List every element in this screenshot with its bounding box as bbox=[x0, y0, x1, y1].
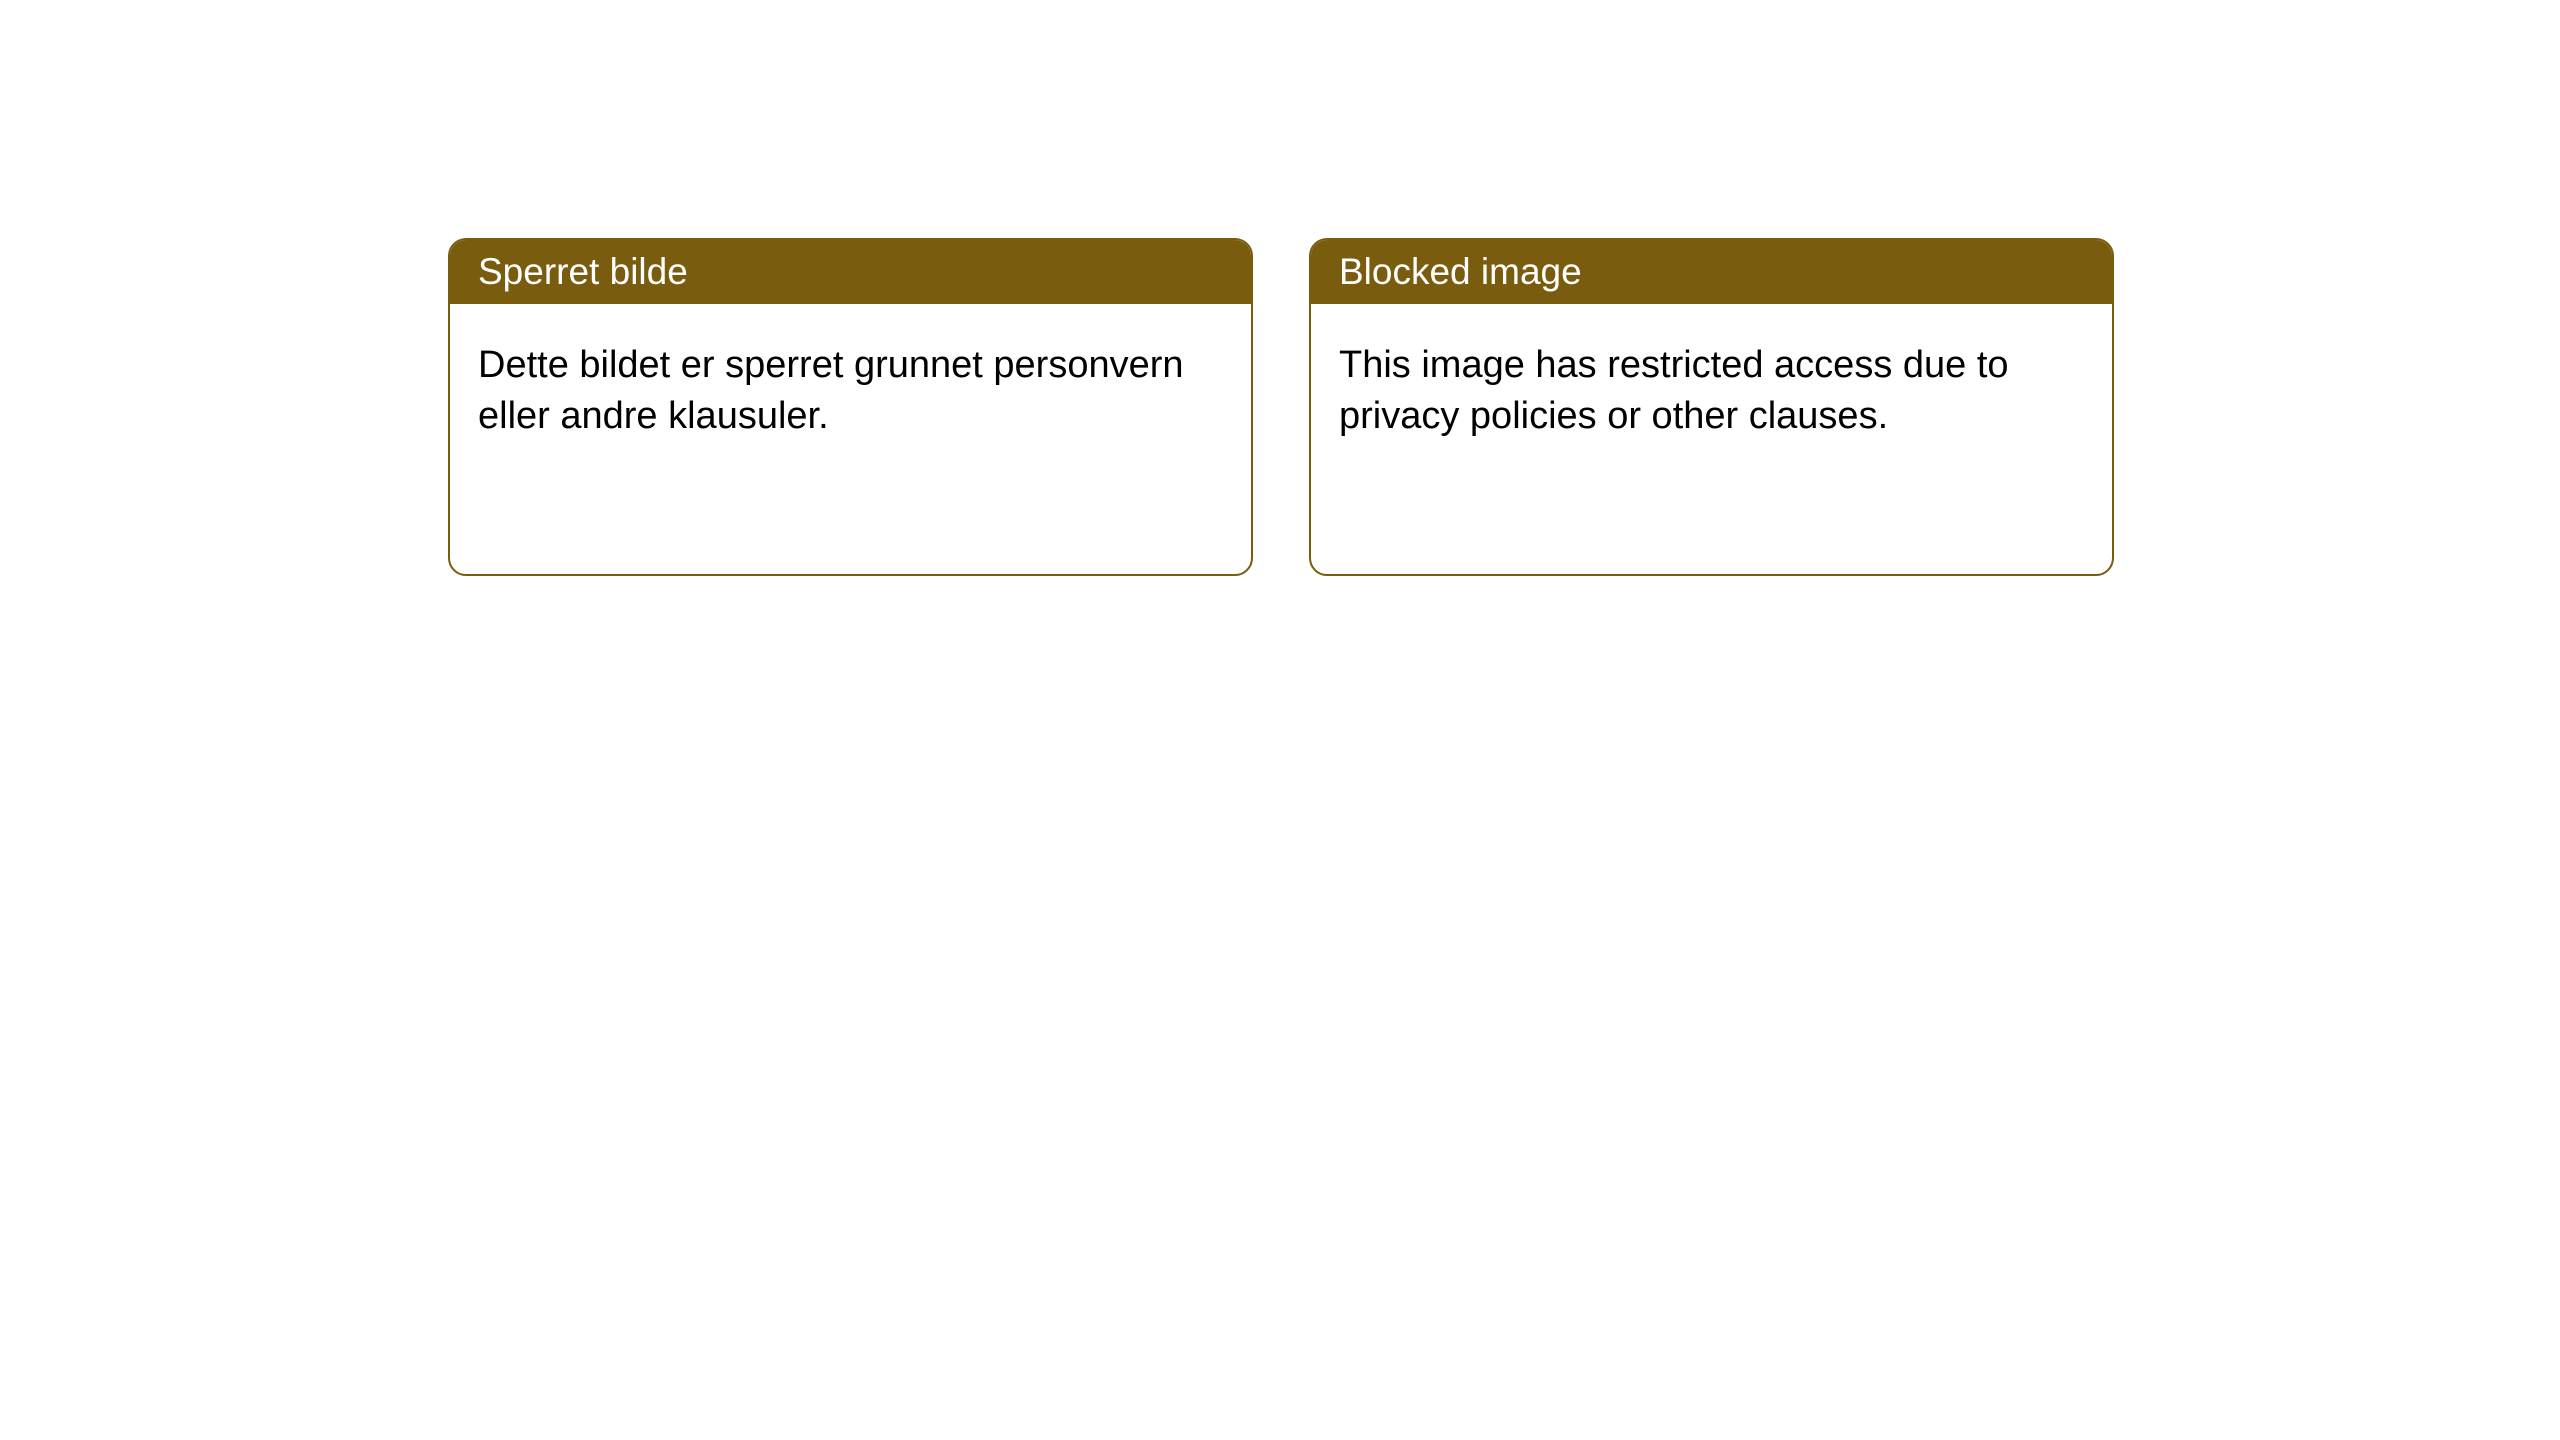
notice-card-body: This image has restricted access due to … bbox=[1311, 304, 2112, 574]
notice-card-title: Sperret bilde bbox=[450, 240, 1251, 304]
notice-card-title: Blocked image bbox=[1311, 240, 2112, 304]
notice-card-body: Dette bildet er sperret grunnet personve… bbox=[450, 304, 1251, 574]
notice-card-english: Blocked image This image has restricted … bbox=[1309, 238, 2114, 576]
notice-card-norwegian: Sperret bilde Dette bildet er sperret gr… bbox=[448, 238, 1253, 576]
notice-cards-row: Sperret bilde Dette bildet er sperret gr… bbox=[0, 0, 2560, 576]
